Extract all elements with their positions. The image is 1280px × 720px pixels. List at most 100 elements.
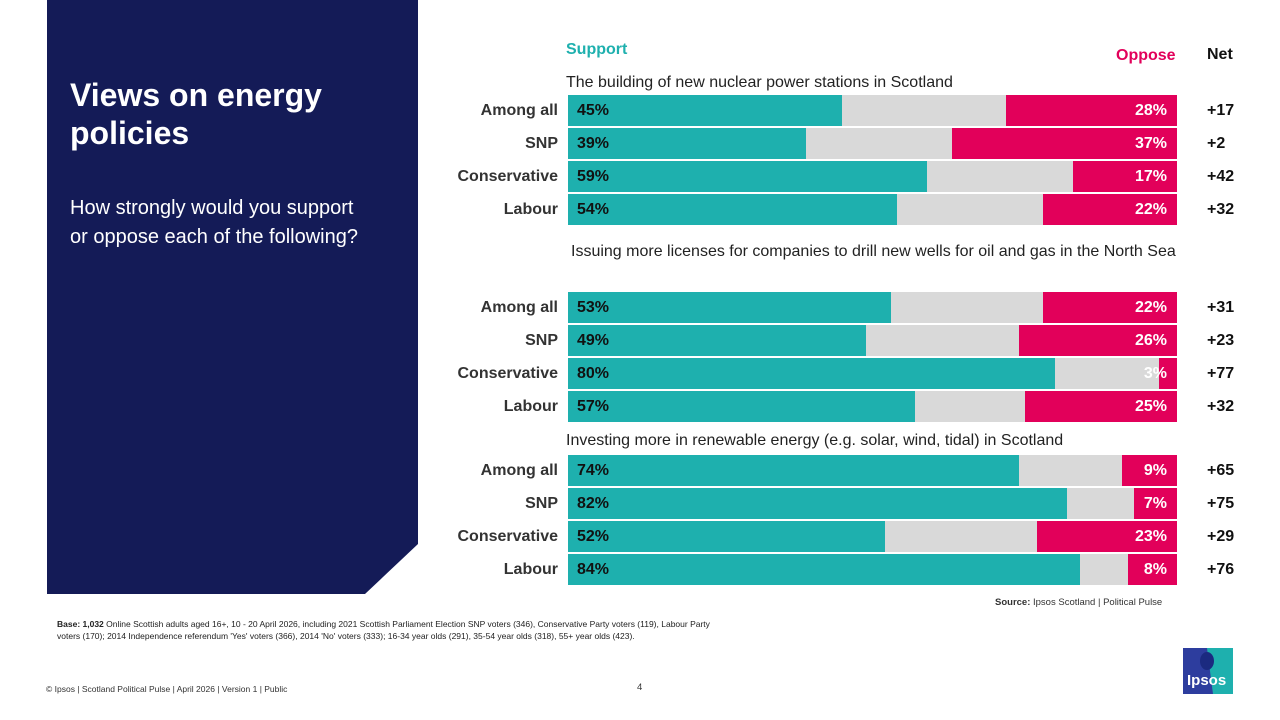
bar-oppose bbox=[1006, 95, 1177, 126]
support-value-label: 84% bbox=[577, 561, 610, 578]
legend-oppose: Oppose bbox=[1116, 47, 1176, 64]
bar-neutral bbox=[842, 95, 1007, 126]
row-label: Among all bbox=[480, 102, 558, 119]
bar-neutral bbox=[1018, 455, 1123, 486]
oppose-value-label: 25% bbox=[1134, 398, 1167, 415]
legend-net: Net bbox=[1207, 46, 1233, 63]
bar-neutral bbox=[884, 521, 1037, 552]
support-value-label: 52% bbox=[577, 528, 610, 545]
bar-neutral bbox=[890, 292, 1044, 323]
bar-oppose bbox=[1128, 554, 1177, 585]
base-note: Base: 1,032 Online Scottish adults aged … bbox=[57, 618, 727, 642]
bar-support bbox=[568, 95, 843, 126]
bar-neutral bbox=[1079, 554, 1129, 585]
ipsos-logo: Ipsos bbox=[1183, 648, 1233, 694]
bar-oppose bbox=[1043, 292, 1177, 323]
bar-support bbox=[568, 128, 806, 159]
row-label: Conservative bbox=[457, 365, 559, 382]
bar-support bbox=[568, 488, 1068, 519]
bar-support bbox=[568, 554, 1080, 585]
net-value: +23 bbox=[1207, 332, 1235, 349]
support-value-label: 54% bbox=[577, 201, 610, 218]
slide-title: Views on energy policies bbox=[70, 77, 322, 151]
bar-neutral bbox=[896, 194, 1044, 225]
net-value: +65 bbox=[1207, 462, 1235, 479]
bar-support bbox=[568, 325, 867, 356]
net-value: +29 bbox=[1207, 528, 1235, 545]
bar-support bbox=[568, 521, 885, 552]
support-value-label: 82% bbox=[577, 495, 610, 512]
question-text: Investing more in renewable energy (e.g.… bbox=[566, 432, 1064, 449]
oppose-value-label: 23% bbox=[1134, 528, 1167, 545]
bar-oppose bbox=[1043, 194, 1177, 225]
support-value-label: 74% bbox=[577, 462, 610, 479]
oppose-value-label: 8% bbox=[1143, 561, 1167, 578]
support-value-label: 49% bbox=[577, 332, 610, 349]
bar-support bbox=[568, 194, 897, 225]
logo-head-icon bbox=[1200, 652, 1214, 670]
bar-oppose bbox=[1018, 325, 1177, 356]
bar-neutral bbox=[1067, 488, 1135, 519]
bar-neutral bbox=[1055, 358, 1159, 389]
source-text: Ipsos Scotland | Political Pulse bbox=[1030, 597, 1163, 608]
slide-subtitle: How strongly would you support or oppose… bbox=[70, 197, 358, 248]
bar-neutral bbox=[805, 128, 952, 159]
row-label: SNP bbox=[525, 495, 558, 512]
bar-neutral bbox=[866, 325, 1019, 356]
oppose-value-label: 22% bbox=[1134, 201, 1167, 218]
support-value-label: 53% bbox=[577, 299, 610, 316]
page-number: 4 bbox=[637, 682, 643, 693]
net-value: +2 bbox=[1207, 135, 1226, 152]
footer-text: © Ipsos | Scotland Political Pulse | Apr… bbox=[46, 684, 288, 694]
question-text: The building of new nuclear power statio… bbox=[566, 74, 953, 91]
legend-support: Support bbox=[566, 41, 628, 58]
question-text: Issuing more licenses for companies to d… bbox=[571, 243, 1176, 260]
net-value: +75 bbox=[1207, 495, 1235, 512]
bar-oppose bbox=[951, 128, 1177, 159]
bar-support bbox=[568, 455, 1019, 486]
net-value: +32 bbox=[1207, 398, 1235, 415]
bar-oppose bbox=[1134, 488, 1177, 519]
net-value: +32 bbox=[1207, 201, 1235, 218]
row-label: Labour bbox=[503, 398, 558, 415]
bar-oppose bbox=[1036, 521, 1177, 552]
bar-support bbox=[568, 358, 1056, 389]
support-value-label: 39% bbox=[577, 135, 610, 152]
oppose-value-label: 26% bbox=[1134, 332, 1167, 349]
net-value: +31 bbox=[1207, 299, 1235, 316]
logo-text: Ipsos bbox=[1187, 672, 1227, 689]
bar-oppose bbox=[1122, 455, 1177, 486]
bar-neutral bbox=[915, 391, 1025, 422]
oppose-value-label: 17% bbox=[1134, 168, 1167, 185]
bar-support bbox=[568, 292, 891, 323]
bar-support bbox=[568, 391, 916, 422]
bar-neutral bbox=[927, 161, 1074, 192]
base-label: Base: 1,032 bbox=[57, 619, 104, 629]
support-value-label: 59% bbox=[577, 168, 610, 185]
row-label: Among all bbox=[480, 299, 558, 316]
oppose-value-label: 22% bbox=[1134, 299, 1167, 316]
row-label: Labour bbox=[503, 561, 558, 578]
net-value: +77 bbox=[1207, 365, 1235, 382]
title-panel bbox=[47, 0, 418, 594]
row-label: Conservative bbox=[457, 168, 559, 185]
source-note: Source: Ipsos Scotland | Political Pulse bbox=[995, 597, 1162, 608]
bar-support bbox=[568, 161, 928, 192]
row-label: SNP bbox=[525, 135, 558, 152]
source-label: Source: bbox=[995, 597, 1031, 608]
oppose-value-label: 28% bbox=[1134, 102, 1167, 119]
row-label: Labour bbox=[503, 201, 558, 218]
support-value-label: 45% bbox=[577, 102, 610, 119]
oppose-value-label: 37% bbox=[1134, 135, 1167, 152]
row-label: SNP bbox=[525, 332, 558, 349]
net-value: +76 bbox=[1207, 561, 1235, 578]
base-text: Online Scottish adults aged 16+, 10 - 20… bbox=[57, 619, 710, 641]
support-value-label: 57% bbox=[577, 398, 610, 415]
bar-oppose bbox=[1158, 358, 1177, 389]
oppose-value-label: 7% bbox=[1143, 495, 1167, 512]
bar-oppose bbox=[1024, 391, 1177, 422]
row-label: Among all bbox=[480, 462, 558, 479]
oppose-value-label: 9% bbox=[1143, 462, 1167, 479]
support-value-label: 80% bbox=[577, 365, 610, 382]
bar-oppose bbox=[1073, 161, 1177, 192]
